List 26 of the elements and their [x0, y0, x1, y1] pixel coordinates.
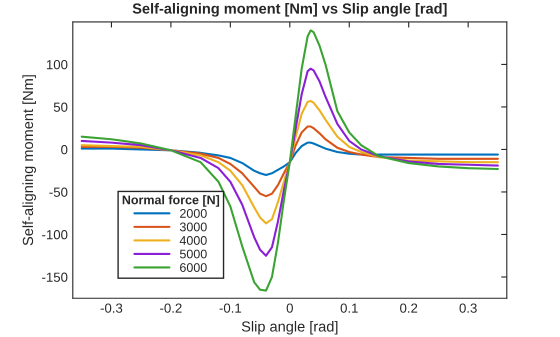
- x-axis-title: Slip angle [rad]: [242, 320, 338, 335]
- line-series: [80, 68, 499, 257]
- x-tick-label: -0.2: [160, 303, 182, 313]
- y-tick-label: -50: [49, 188, 68, 197]
- x-tick-label: 0.2: [400, 303, 418, 313]
- y-tick-label: 50: [54, 102, 68, 112]
- x-tick-label: 0.1: [340, 303, 358, 313]
- x-tick-label: 0: [286, 303, 293, 313]
- x-tick-label: -0.3: [100, 303, 122, 313]
- x-tick-label: -0.1: [220, 303, 242, 313]
- y-tick-label: 100: [46, 60, 68, 70]
- y-tick-label: 0: [61, 145, 68, 154]
- line-series: [80, 100, 499, 224]
- legend-title: Normal force [N]: [122, 195, 220, 207]
- legend-label: 4000: [180, 236, 207, 245]
- y-tick-label: -100: [42, 230, 68, 240]
- legend-label: 2000: [180, 208, 207, 218]
- legend-label: 5000: [180, 250, 207, 258]
- chart-title: Self-aligning moment [Nm] vs Slip angle [rad]: [132, 3, 447, 17]
- line-series: [80, 29, 499, 292]
- y-axis-title: Self-aligning moment [Nm]: [22, 75, 36, 246]
- legend-label: 6000: [180, 263, 207, 272]
- legend-label: 3000: [180, 222, 207, 232]
- x-tick-label: 0.3: [460, 303, 477, 313]
- y-tick-label: -150: [42, 272, 68, 282]
- line-series: [80, 142, 499, 176]
